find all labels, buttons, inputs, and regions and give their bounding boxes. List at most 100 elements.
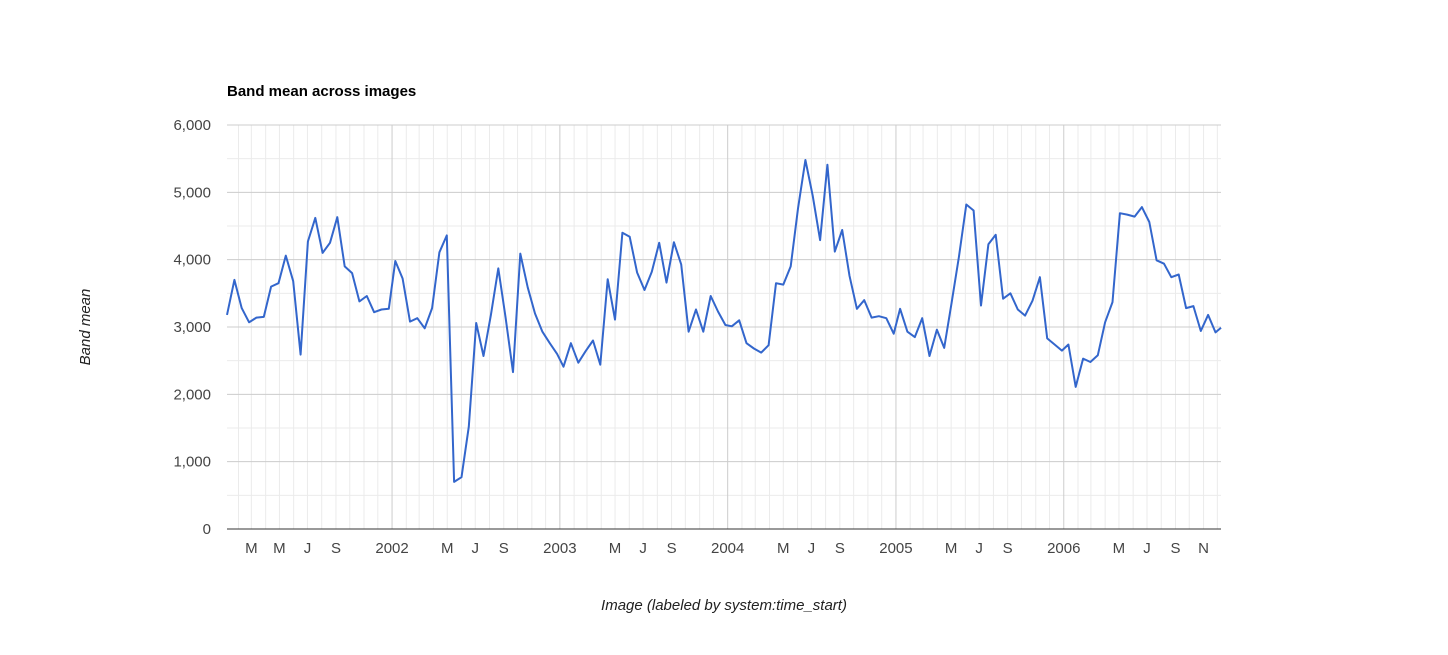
data-point[interactable] (290, 278, 296, 284)
data-point[interactable] (1030, 298, 1036, 304)
data-point[interactable] (597, 362, 603, 368)
data-point[interactable] (1037, 274, 1043, 280)
data-point[interactable] (246, 319, 252, 325)
data-point[interactable] (407, 319, 413, 325)
data-point[interactable] (985, 241, 991, 247)
data-point[interactable] (642, 287, 648, 293)
data-point[interactable] (1007, 290, 1013, 296)
data-point[interactable] (656, 240, 662, 246)
data-point[interactable] (312, 215, 318, 221)
data-point[interactable] (897, 306, 903, 312)
data-point[interactable] (1073, 384, 1079, 390)
data-point[interactable] (1022, 313, 1028, 319)
data-point[interactable] (334, 214, 340, 220)
data-point[interactable] (686, 329, 692, 335)
data-point[interactable] (876, 313, 882, 319)
data-point[interactable] (1059, 348, 1065, 354)
data-point[interactable] (422, 325, 428, 331)
data-point[interactable] (883, 315, 889, 321)
data-point[interactable] (956, 254, 962, 260)
data-point[interactable] (934, 327, 940, 333)
data-point[interactable] (364, 293, 370, 299)
data-point[interactable] (839, 227, 845, 233)
data-point[interactable] (239, 305, 245, 311)
data-point[interactable] (1139, 204, 1145, 210)
data-point[interactable] (488, 312, 494, 318)
data-point[interactable] (708, 293, 714, 299)
data-point[interactable] (451, 479, 457, 485)
data-point[interactable] (978, 303, 984, 309)
data-point[interactable] (231, 277, 237, 283)
data-point[interactable] (664, 280, 670, 286)
data-point[interactable] (605, 276, 611, 282)
data-point[interactable] (744, 340, 750, 346)
data-point[interactable] (693, 307, 699, 313)
data-point[interactable] (795, 206, 801, 212)
data-point[interactable] (547, 340, 553, 346)
data-point[interactable] (444, 232, 450, 238)
data-point[interactable] (758, 350, 764, 356)
data-point[interactable] (568, 340, 574, 346)
data-point[interactable] (1154, 257, 1160, 263)
data-point[interactable] (400, 276, 406, 282)
data-point[interactable] (1218, 325, 1224, 331)
data-point[interactable] (1190, 303, 1196, 309)
data-point[interactable] (824, 162, 830, 168)
data-point[interactable] (1176, 272, 1182, 278)
data-point[interactable] (261, 314, 267, 320)
data-point[interactable] (371, 309, 377, 315)
data-point[interactable] (532, 311, 538, 317)
data-point[interactable] (298, 352, 304, 358)
data-point[interactable] (342, 263, 348, 269)
data-point[interactable] (429, 305, 435, 311)
data-point[interactable] (1168, 274, 1174, 280)
data-point[interactable] (671, 239, 677, 245)
data-point[interactable] (1213, 329, 1219, 335)
data-point[interactable] (327, 240, 333, 246)
data-point[interactable] (503, 315, 509, 321)
data-point[interactable] (414, 315, 420, 321)
data-point[interactable] (1065, 342, 1071, 348)
data-point[interactable] (253, 315, 259, 321)
data-point[interactable] (554, 351, 560, 357)
data-point[interactable] (1117, 210, 1123, 216)
data-point[interactable] (320, 250, 326, 256)
data-point[interactable] (649, 269, 655, 275)
data-point[interactable] (459, 474, 465, 480)
data-point[interactable] (356, 298, 362, 304)
data-point[interactable] (963, 202, 969, 208)
data-point[interactable] (1146, 219, 1152, 225)
data-point[interactable] (590, 338, 596, 344)
data-point[interactable] (379, 307, 385, 313)
data-point[interactable] (619, 230, 625, 236)
data-point[interactable] (436, 249, 442, 255)
data-point[interactable] (891, 331, 897, 337)
data-point[interactable] (473, 320, 479, 326)
data-point[interactable] (949, 300, 955, 306)
data-point[interactable] (1080, 356, 1086, 362)
data-point[interactable] (466, 424, 472, 430)
data-point[interactable] (802, 157, 808, 163)
data-point[interactable] (1102, 319, 1108, 325)
data-point[interactable] (817, 237, 823, 243)
data-point[interactable] (392, 258, 398, 264)
data-point[interactable] (912, 334, 918, 340)
data-point[interactable] (1205, 312, 1211, 318)
data-point[interactable] (736, 317, 742, 323)
data-point[interactable] (349, 270, 355, 276)
data-point[interactable] (627, 234, 633, 240)
data-point[interactable] (869, 315, 875, 321)
data-point[interactable] (971, 208, 977, 214)
data-point[interactable] (510, 369, 516, 375)
data-point[interactable] (854, 306, 860, 312)
data-point[interactable] (1052, 342, 1058, 348)
data-point[interactable] (481, 353, 487, 359)
data-point[interactable] (1095, 352, 1101, 358)
data-point[interactable] (766, 342, 772, 348)
data-point[interactable] (700, 329, 706, 335)
data-point[interactable] (283, 253, 289, 259)
data-point[interactable] (1161, 261, 1167, 267)
data-point[interactable] (525, 284, 531, 290)
data-point[interactable] (561, 364, 567, 370)
data-point[interactable] (1087, 359, 1093, 365)
